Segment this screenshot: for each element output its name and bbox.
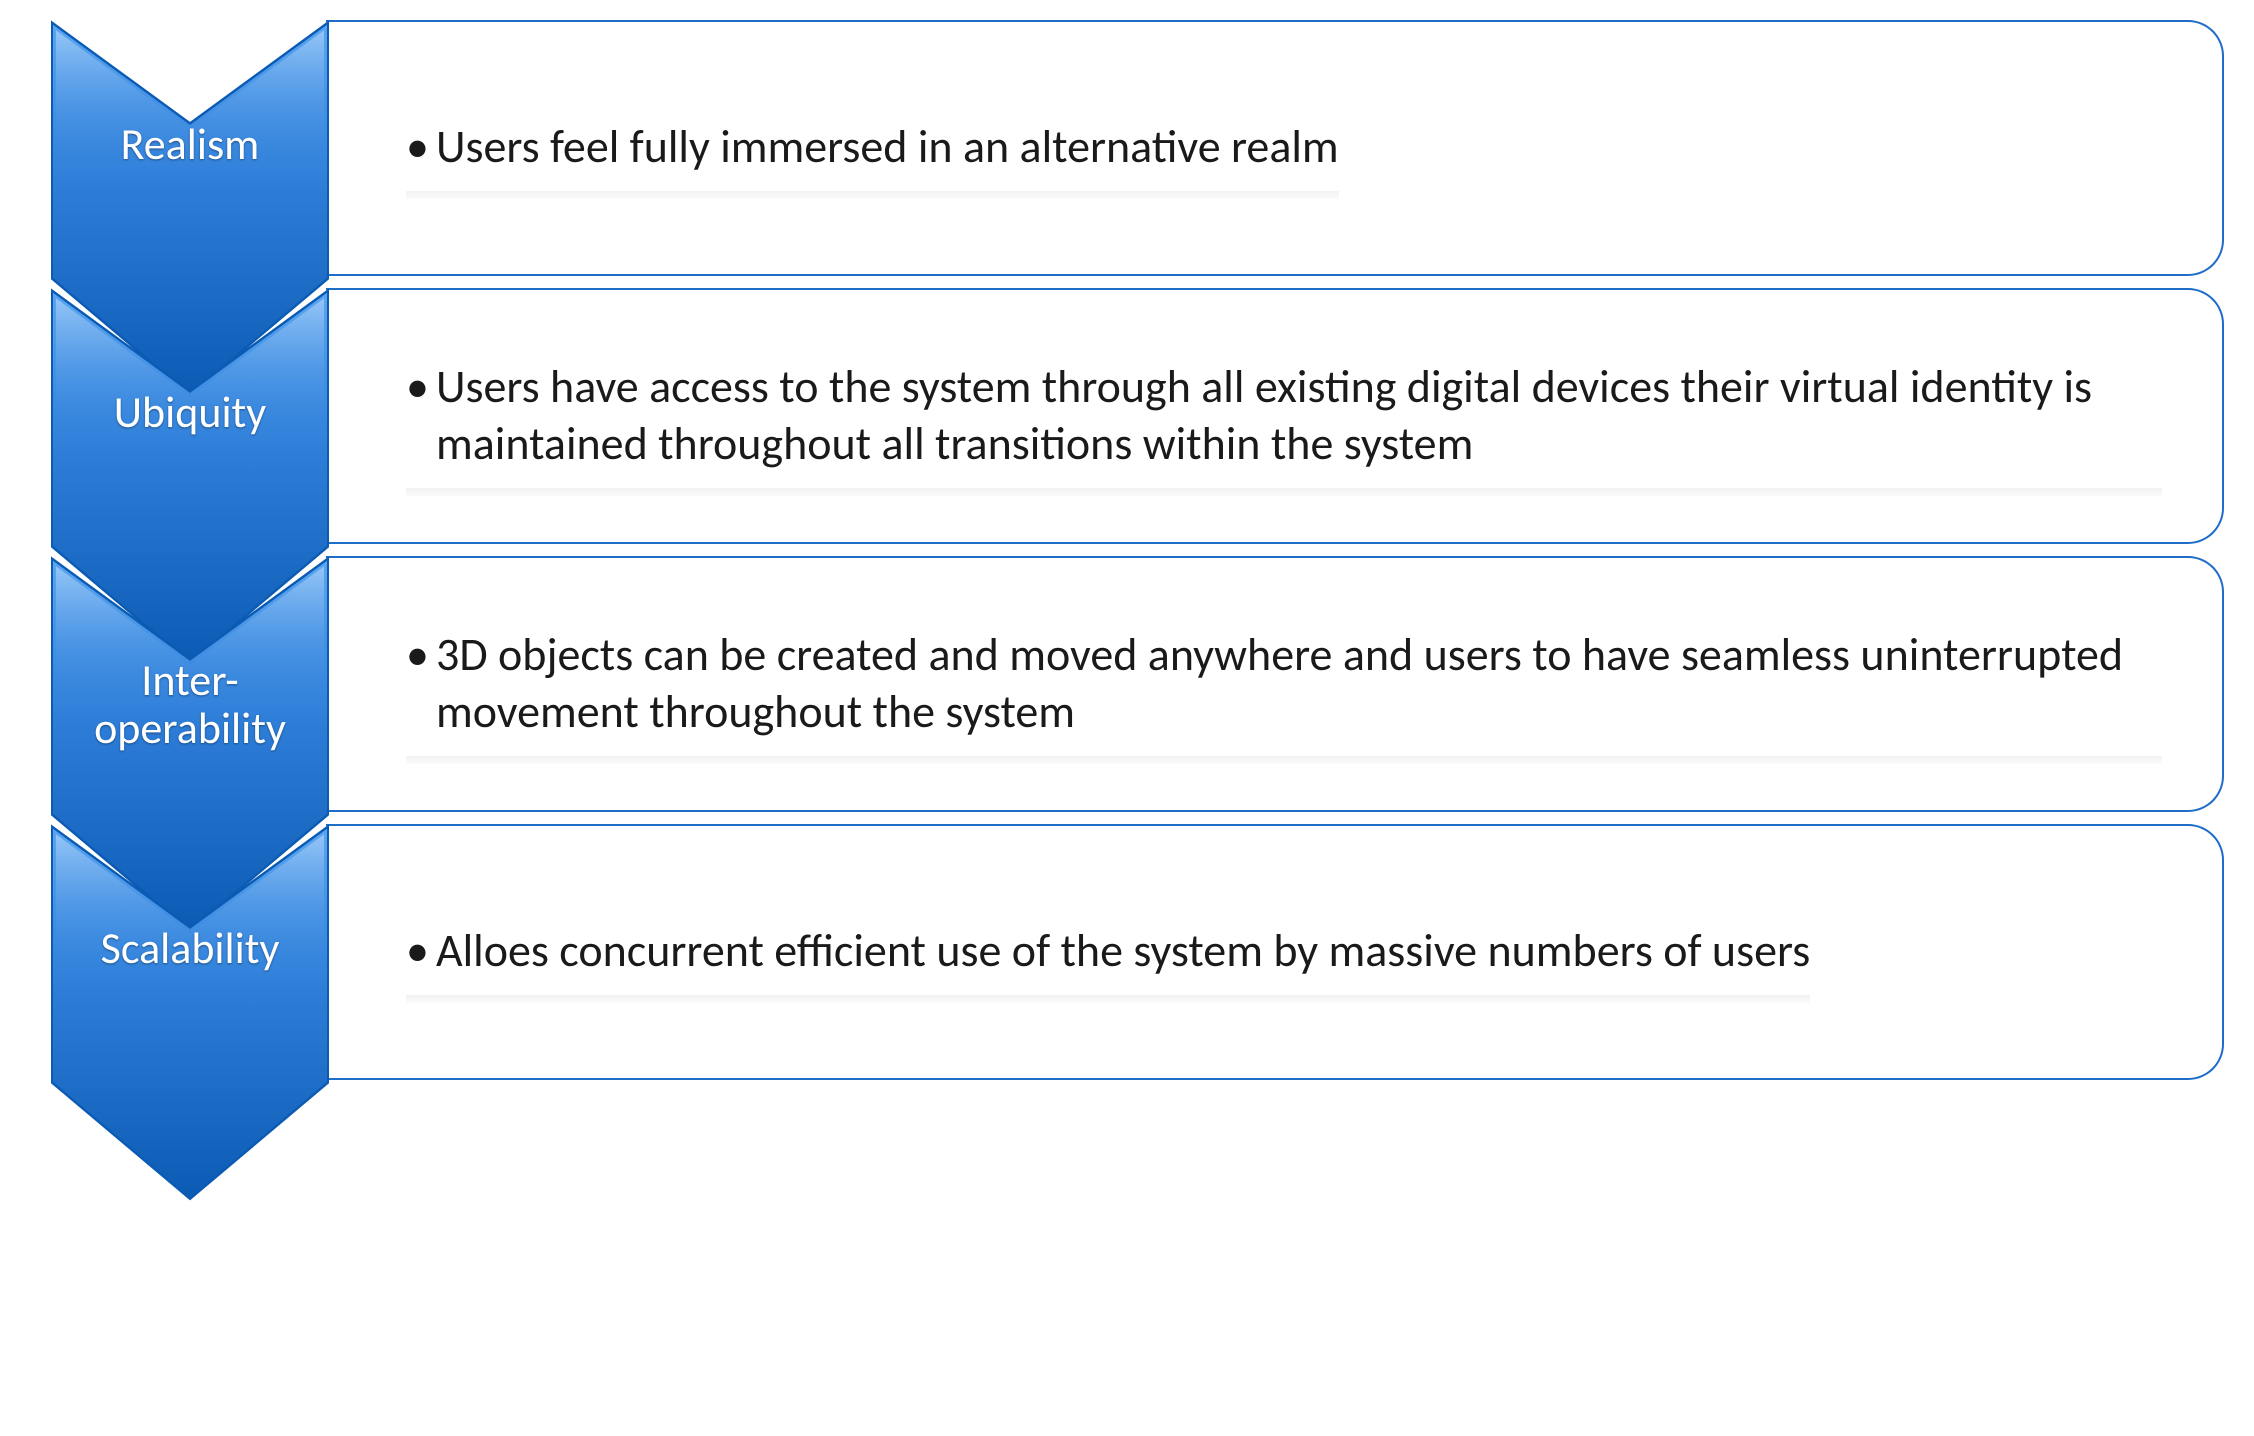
chevron: Ubiquity <box>30 288 330 544</box>
content-text: •3D objects can be created and moved any… <box>406 627 2162 742</box>
bullet-icon: • <box>406 119 436 177</box>
chevron-process-diagram: Realism•Users feel fully immersed in an … <box>30 20 2224 1080</box>
bullet-text: Users have access to the system through … <box>436 359 2162 474</box>
content-text: •Users feel fully immersed in an alterna… <box>406 119 1339 177</box>
content-box: •Alloes concurrent efficient use of the … <box>326 824 2224 1080</box>
diagram-row: Ubiquity •Users have access to the system… <box>30 288 2224 544</box>
bullet-icon: • <box>406 359 436 474</box>
bullet-text: Alloes concurrent efficient use of the s… <box>436 923 1810 981</box>
chevron-label: Realism <box>50 120 330 168</box>
content-text: •Users have access to the system through… <box>406 359 2162 474</box>
chevron: Scalability <box>30 824 330 1080</box>
chevron-label: Ubiquity <box>50 388 330 436</box>
diagram-row: Inter-operability •3D objects can be crea… <box>30 556 2224 812</box>
content-text: •Alloes concurrent efficient use of the … <box>406 923 1810 981</box>
chevron: Realism <box>30 20 330 276</box>
content-box: •3D objects can be created and moved any… <box>326 556 2224 812</box>
chevron: Inter-operability <box>30 556 330 812</box>
diagram-row: Realism •Users feel fully immersed in an … <box>30 20 2224 276</box>
bullet-text: 3D objects can be created and moved anyw… <box>436 627 2162 742</box>
bullet-text: Users feel fully immersed in an alternat… <box>436 119 1339 177</box>
bullet-icon: • <box>406 923 436 981</box>
content-box: •Users have access to the system through… <box>326 288 2224 544</box>
content-box: •Users feel fully immersed in an alterna… <box>326 20 2224 276</box>
chevron-label: Inter-operability <box>50 656 330 753</box>
diagram-row: Scalability •Alloes concurrent efficient … <box>30 824 2224 1080</box>
bullet-icon: • <box>406 627 436 742</box>
chevron-label: Scalability <box>50 924 330 972</box>
